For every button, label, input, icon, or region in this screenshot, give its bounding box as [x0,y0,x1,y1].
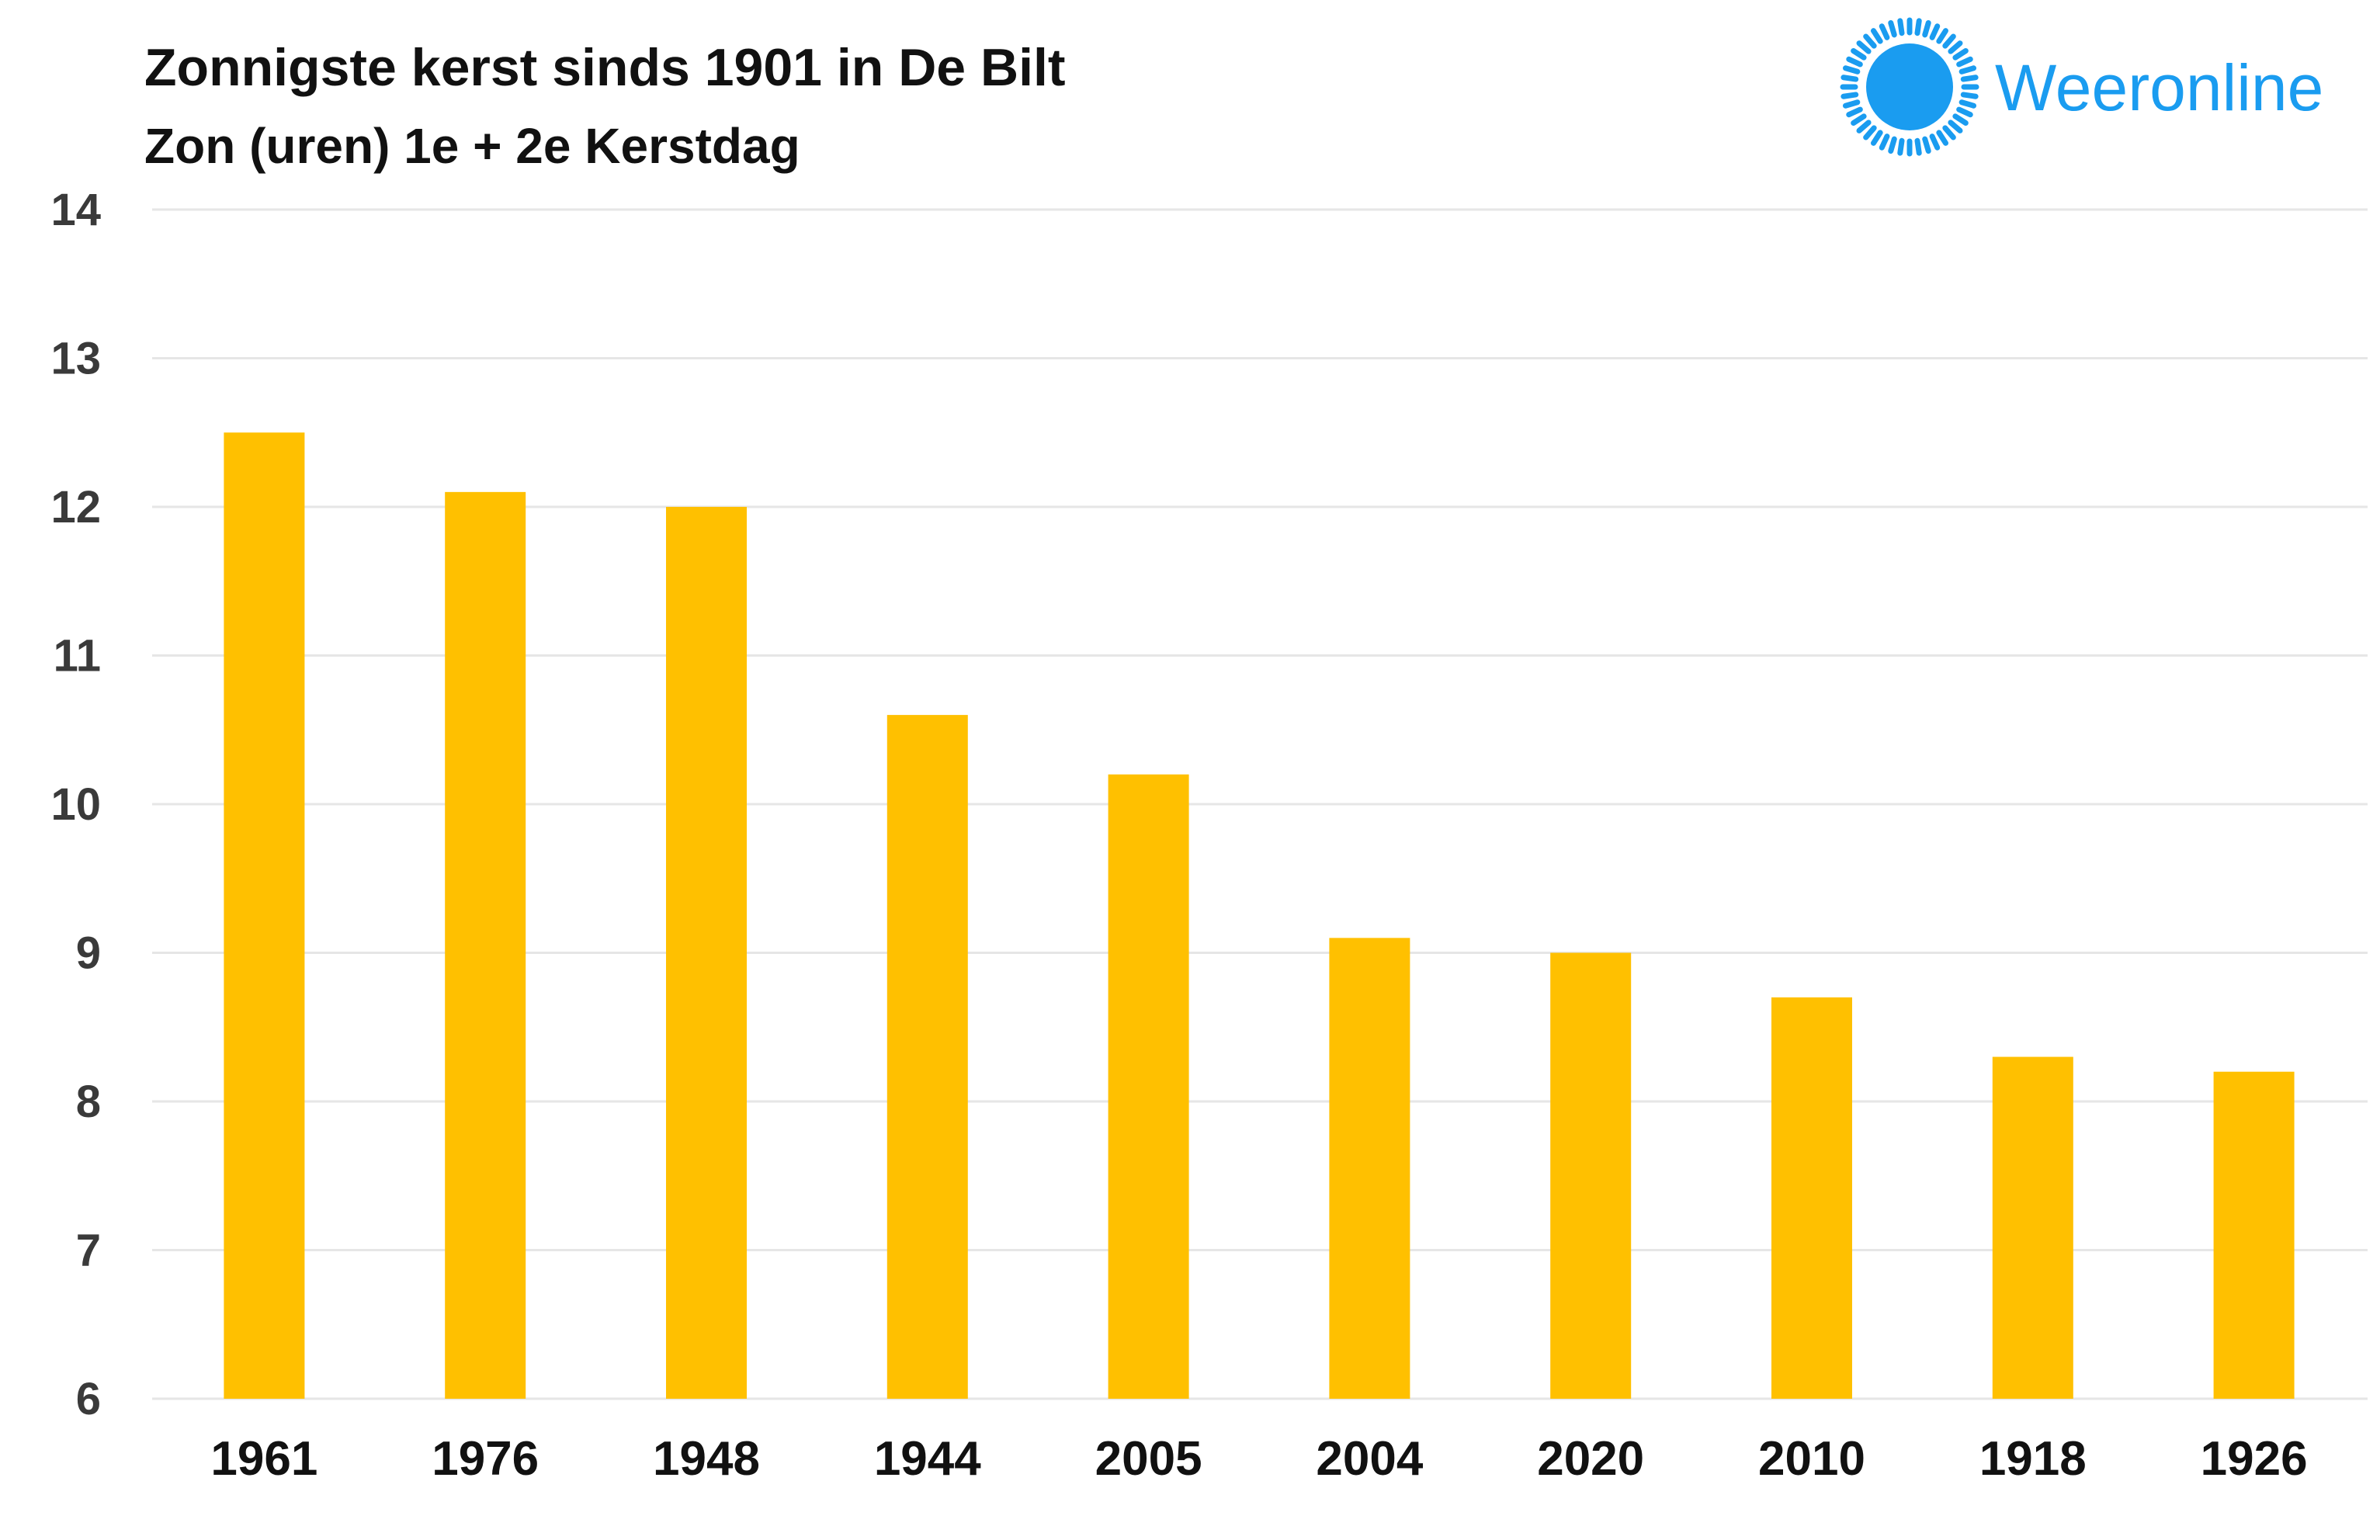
y-tick-label: 10 [50,779,101,830]
bar-1976 [445,491,526,1399]
y-tick-label: 8 [76,1077,101,1127]
sun-core [1866,43,1953,130]
sun-ray [1856,40,1872,54]
x-tick-label: 2004 [1316,1432,1423,1486]
y-tick-label: 7 [76,1226,101,1276]
sun-ray [1856,120,1872,134]
bar-2020 [1550,952,1632,1399]
x-tick-label: 2005 [1095,1432,1202,1486]
chart-title: Zonnigste kerst sinds 1901 in De Bilt [144,38,1066,97]
bar-1926 [2213,1071,2295,1399]
x-tick-label: 1948 [653,1432,760,1486]
sun-ray [1929,23,1941,40]
sun-ray [1942,33,1956,49]
sun-ray [1942,125,1956,140]
sun-ray [1922,19,1931,38]
x-tick-label: 1918 [1979,1432,2087,1486]
bars [224,432,2295,1399]
bar-2004 [1329,938,1410,1399]
sun-ray [1922,136,1931,154]
sun-ray [1956,106,1973,118]
x-tick-label: 2010 [1758,1432,1865,1486]
sun-ray [1863,125,1877,140]
sun-ray [1897,137,1905,156]
bar-1944 [886,715,968,1399]
sun-icon [1840,17,1979,157]
y-tick-label: 9 [76,928,101,979]
sun-ray [1952,113,1969,126]
sun-ray [1842,99,1861,109]
x-tick-label: 1944 [874,1432,981,1486]
sun-ray [1851,113,1867,126]
sun-ray [1863,33,1877,49]
bar-1948 [666,507,747,1399]
bar-2005 [1108,774,1189,1399]
x-axis: 1961 1976 1948 1944 2005 2004 2020 2010 1918 1926 [210,1432,2307,1486]
sun-ray [1914,137,1922,156]
y-tick-label: 6 [76,1374,101,1424]
sun-ray [1960,75,1979,82]
sun-ray [1952,48,1969,61]
sun-ray [1956,56,1973,68]
x-tick-label: 1961 [210,1432,317,1486]
sun-ray [1842,65,1861,75]
sun-ray [1936,130,1948,146]
sun-ray [1846,56,1863,68]
sun-ray [1871,28,1883,44]
sun-ray [1851,48,1867,61]
x-tick-label: 1926 [2201,1432,2308,1486]
y-axis: 6 7 8 9 10 11 12 13 14 [50,185,101,1424]
bar-1918 [1992,1056,2073,1399]
bar-1961 [224,432,305,1399]
sun-ray [1841,75,1859,82]
weeronline-logo: Weeronline [1840,17,2323,157]
sun-ray [1948,120,1963,134]
sun-ray [1879,134,1890,151]
y-tick-label: 12 [50,482,101,532]
sun-ray [1958,99,1977,109]
y-tick-label: 13 [50,334,101,384]
sun-ray [1888,136,1897,154]
sun-ray [1879,23,1890,40]
sun-ray [1958,65,1977,75]
y-tick-label: 11 [54,631,101,682]
sun-ray [1846,106,1863,118]
y-tick-label: 14 [50,185,101,235]
sun-ray [1841,92,1859,99]
x-tick-label: 2020 [1537,1432,1644,1486]
chart-subtitle: Zon (uren) 1e + 2e Kerstdag [144,118,800,174]
sun-ray [1936,28,1948,44]
sun-ray [1929,134,1941,151]
bar-2010 [1771,997,1852,1399]
sun-ray [1871,130,1883,146]
sun-ray [1888,19,1897,38]
sun-ray [1960,92,1979,99]
x-tick-label: 1976 [432,1432,539,1486]
logo-text: Weeronline [1995,51,2323,124]
sun-ray [1948,40,1963,54]
sun-ray [1897,18,1905,36]
sun-ray [1914,18,1922,36]
